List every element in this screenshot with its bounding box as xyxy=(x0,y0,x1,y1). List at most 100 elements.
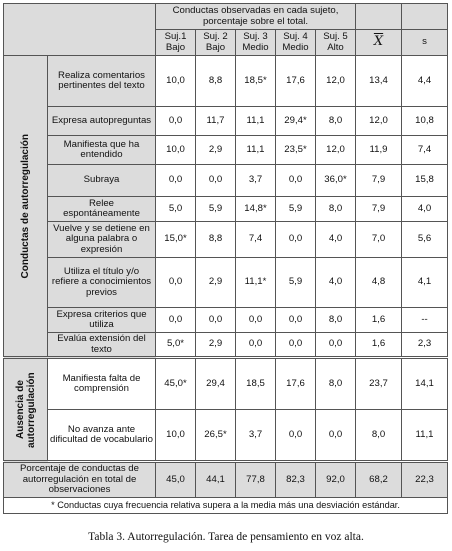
cell-value: 0,0 xyxy=(275,409,316,462)
cell-value: 3,7 xyxy=(235,164,276,197)
total-mean: 68,2 xyxy=(355,460,403,498)
cell-value: 0,0 xyxy=(235,332,276,358)
table-row: Relee espontáneamente 5,0 5,9 14,8* 5,9 … xyxy=(4,196,449,222)
sd-header: s xyxy=(401,29,449,56)
cell-value: 18,5 xyxy=(235,356,276,410)
subject-header: Suj.1 Bajo xyxy=(155,29,196,56)
cell-value: 5,0 xyxy=(155,196,196,222)
table-row: No avanza ante dificultad de vocabulario… xyxy=(4,409,449,462)
cell-value: 8,0 xyxy=(314,356,357,410)
cell-value: 8,0 xyxy=(314,196,357,222)
table-row: Subraya 0,0 0,0 3,7 0,0 36,0* 7,9 15,8 xyxy=(4,164,449,197)
row-label: Vuelve y se detiene en alguna palabra o … xyxy=(47,221,156,258)
cell-value: 5,9 xyxy=(275,196,316,222)
cell-mean: 13,4 xyxy=(355,55,403,107)
header-sd-top xyxy=(401,3,449,30)
cell-value: 4,0 xyxy=(314,221,357,258)
cell-mean: 7,9 xyxy=(355,196,403,222)
cell-value: 0,0 xyxy=(195,164,236,197)
table-row: Evalúa extensión del texto 5,0* 2,9 0,0 … xyxy=(4,332,449,358)
cell-value: 0,0 xyxy=(155,257,196,308)
cell-value: 5,9 xyxy=(195,196,236,222)
cell-value: 8,8 xyxy=(195,221,236,258)
row-label: Expresa autopreguntas xyxy=(47,106,156,136)
cell-value: 0,0 xyxy=(275,164,316,197)
cell-mean: 4,8 xyxy=(355,257,403,308)
cell-value: 0,0 xyxy=(275,307,316,333)
cell-value: 0,0 xyxy=(314,332,357,358)
total-label: Porcentaje de conductas de autorregulaci… xyxy=(3,460,156,498)
cell-value: 8,0 xyxy=(314,106,357,136)
table-row: Vuelve y se detiene en alguna palabra o … xyxy=(4,221,449,258)
cell-mean: 11,9 xyxy=(355,135,403,165)
row-label: Relee espontáneamente xyxy=(47,196,156,222)
cell-value: 0,0 xyxy=(155,106,196,136)
mean-header: X xyxy=(355,29,403,56)
row-label: Manifiesta que ha entendido xyxy=(47,135,156,165)
header-mean-top xyxy=(355,3,403,30)
total-row: Porcentaje de conductas de autorregulaci… xyxy=(3,460,449,498)
cell-value: 17,6 xyxy=(275,356,316,410)
cell-value: 5,9 xyxy=(275,257,316,308)
table-row: Ausencia de autorregulación Manifiesta f… xyxy=(3,356,449,462)
table-row: Utiliza el título y/o refiere a conocimi… xyxy=(4,257,449,308)
row-label: Utiliza el título y/o refiere a conocimi… xyxy=(47,257,156,308)
cell-value: 0,0 xyxy=(275,332,316,358)
cell-value: 10,0 xyxy=(155,135,196,165)
cell-value: 0,0 xyxy=(235,307,276,333)
cell-sd: 7,4 xyxy=(401,135,449,165)
row-label: Expresa criterios que utiliza xyxy=(47,307,156,333)
subject-header: Suj. 2 Bajo xyxy=(195,29,236,56)
total-value: 77,8 xyxy=(235,460,276,498)
table-row: Expresa criterios que utiliza 0,0 0,0 0,… xyxy=(4,307,449,333)
subject-header: Suj. 3 Medio xyxy=(235,29,276,56)
cell-mean: 1,6 xyxy=(355,332,403,358)
cell-sd: 4,4 xyxy=(401,55,449,107)
cell-mean: 12,0 xyxy=(355,106,403,136)
cell-sd: 4,1 xyxy=(401,257,449,308)
cell-value: 2,9 xyxy=(195,135,236,165)
cell-value: 0,0 xyxy=(155,307,196,333)
header-corner xyxy=(3,3,156,56)
cell-mean: 7,0 xyxy=(355,221,403,258)
cell-mean: 1,6 xyxy=(355,307,403,333)
row-label: Realiza comentarios pertinentes del text… xyxy=(47,55,156,107)
table-row: Expresa autopreguntas 0,0 11,7 11,1 29,4… xyxy=(4,106,449,136)
cell-value: 4,0 xyxy=(314,257,357,308)
cell-value: 23,5* xyxy=(275,135,316,165)
header-row-1: Conductas observadas en cada sujeto, por… xyxy=(3,3,449,56)
cell-sd: 14,1 xyxy=(401,356,449,410)
cell-value: 5,0* xyxy=(155,332,196,358)
cell-value: 29,4* xyxy=(275,106,316,136)
cell-value: 11,1 xyxy=(235,106,276,136)
cell-mean: 8,0 xyxy=(355,409,403,462)
cell-value: 36,0* xyxy=(314,164,357,197)
table-row: Conductas de autorregulación Realiza com… xyxy=(3,55,449,358)
table-row: Manifiesta que ha entendido 10,0 2,9 11,… xyxy=(4,135,449,165)
cell-value: 11,7 xyxy=(195,106,236,136)
cell-value: 0,0 xyxy=(195,307,236,333)
subject-header: Suj. 4 Medio xyxy=(275,29,316,56)
total-value: 44,1 xyxy=(195,460,236,498)
cell-value: 29,4 xyxy=(195,356,236,410)
cell-value: 2,9 xyxy=(195,332,236,358)
cell-value: 45,0* xyxy=(155,356,196,410)
footnote: * Conductas cuya frecuencia relativa sup… xyxy=(2,497,449,514)
cell-value: 15,0* xyxy=(155,221,196,258)
footnote-row: * Conductas cuya frecuencia relativa sup… xyxy=(2,497,449,514)
results-table: Conductas observadas en cada sujeto, por… xyxy=(2,3,449,514)
total-value: 92,0 xyxy=(314,460,357,498)
cell-value: 11,1* xyxy=(235,257,276,308)
cell-value: 0,0 xyxy=(155,164,196,197)
cell-sd: 15,8 xyxy=(401,164,449,197)
cell-mean: 23,7 xyxy=(355,356,403,410)
cell-value: 12,0 xyxy=(314,55,357,107)
table-caption: Tabla 3. Autorregulación. Tarea de pensa… xyxy=(88,531,364,543)
total-value: 45,0 xyxy=(155,460,196,498)
subject-header: Suj. 5 Alto xyxy=(314,29,357,56)
cell-sd: 5,6 xyxy=(401,221,449,258)
cell-value: 17,6 xyxy=(275,55,316,107)
cell-value: 12,0 xyxy=(314,135,357,165)
cell-sd: 10,8 xyxy=(401,106,449,136)
